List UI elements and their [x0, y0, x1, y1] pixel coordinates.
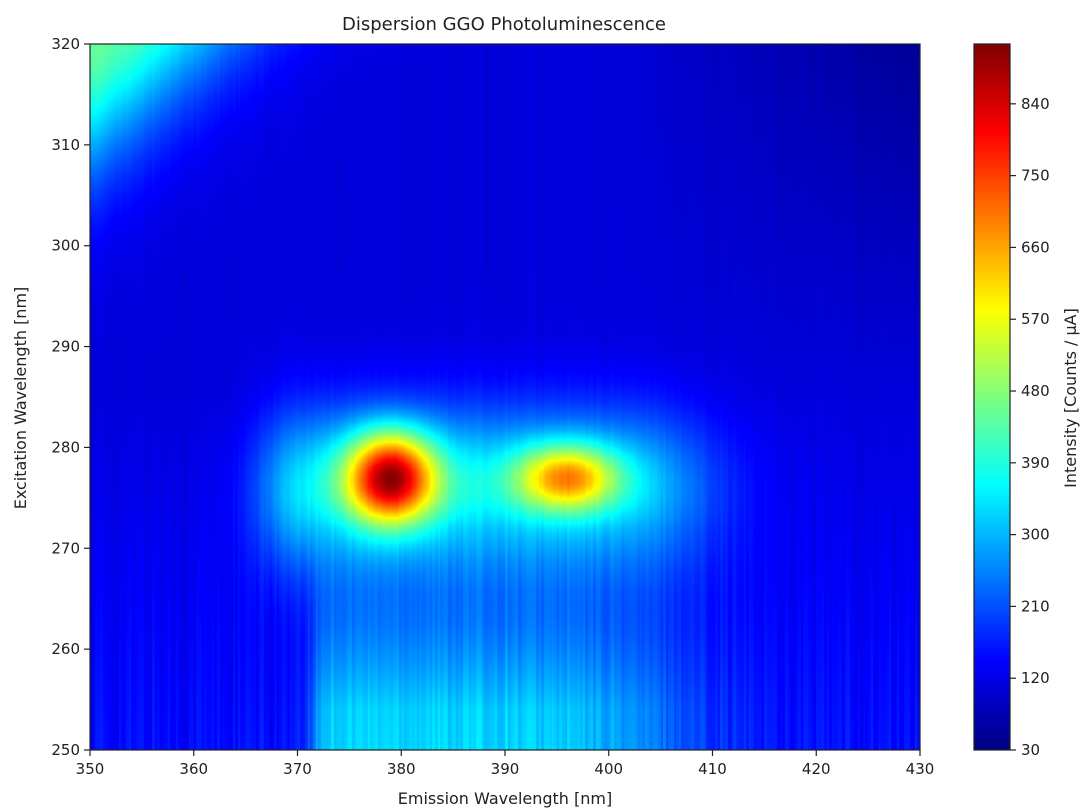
x-tick-label: 430: [906, 760, 935, 778]
x-tick-label: 420: [802, 760, 831, 778]
y-axis: 250 260 270 280 290 300 310 320: [51, 35, 90, 759]
x-axis: 350 360 370 380 390 400 410 420 430: [76, 750, 935, 778]
y-tick-label: 250: [51, 741, 80, 759]
y-tick-label: 310: [51, 136, 80, 154]
colorbar-title: Intensity [Counts / μA]: [1061, 308, 1080, 488]
colorbar: [974, 44, 1010, 750]
y-axis-title: Excitation Wavelength [nm]: [11, 287, 30, 510]
y-tick-label: 320: [51, 35, 80, 53]
y-tick-label: 290: [51, 338, 80, 356]
x-tick-label: 400: [594, 760, 623, 778]
colorbar-tick-label: 570: [1021, 310, 1050, 328]
colorbar-tick-label: 840: [1021, 95, 1050, 113]
x-tick-label: 370: [283, 760, 312, 778]
colorbar-tick-label: 660: [1021, 238, 1050, 256]
colorbar-tick-label: 120: [1021, 669, 1050, 687]
y-tick-label: 280: [51, 438, 80, 456]
colorbar-tick-label: 300: [1021, 526, 1050, 544]
colorbar-tick-label: 210: [1021, 597, 1050, 615]
colorbar-frame: [973, 43, 1011, 751]
x-tick-label: 390: [491, 760, 520, 778]
x-tick-label: 360: [179, 760, 208, 778]
y-tick-label: 300: [51, 237, 80, 255]
y-tick-label: 270: [51, 539, 80, 557]
x-axis-title: Emission Wavelength [nm]: [398, 789, 612, 808]
colorbar-tick-label: 390: [1021, 454, 1050, 472]
x-tick-label: 350: [76, 760, 105, 778]
colorbar-axis: 30 120 210 300 390 480 570 660 750 840: [1010, 95, 1050, 759]
colorbar-tick-label: 30: [1021, 741, 1040, 759]
colorbar-tick-label: 480: [1021, 382, 1050, 400]
heatmap-plot-area: [90, 44, 920, 750]
y-tick-label: 260: [51, 640, 80, 658]
x-tick-label: 410: [698, 760, 727, 778]
chart-title: Dispersion GGO Photoluminescence: [342, 14, 666, 35]
colorbar-tick-label: 750: [1021, 167, 1050, 185]
x-tick-label: 380: [387, 760, 416, 778]
